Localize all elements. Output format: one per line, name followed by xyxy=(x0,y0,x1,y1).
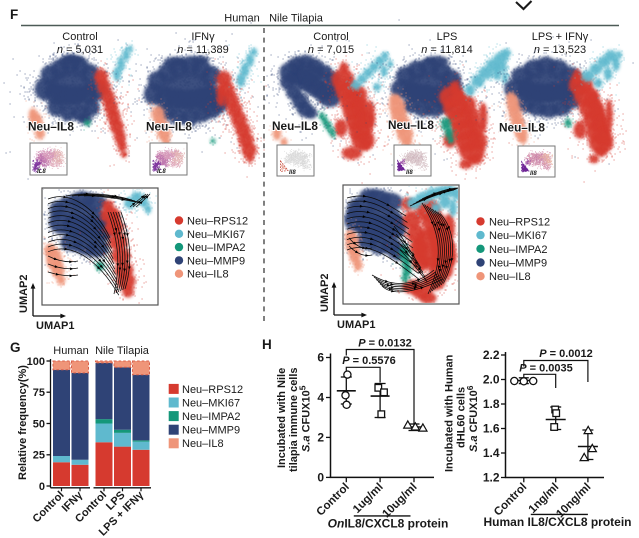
svg-text:Neu–IL8: Neu–IL8 xyxy=(499,121,545,135)
svg-text:Neu–RPS12: Neu–RPS12 xyxy=(489,216,550,228)
svg-text:Human IL8/CXCL8 protein: Human IL8/CXCL8 protein xyxy=(483,515,631,529)
svg-text:Neu–IL8: Neu–IL8 xyxy=(182,438,224,450)
svg-text:P = 0.0012: P = 0.0012 xyxy=(539,348,593,360)
svg-text:0: 0 xyxy=(39,481,45,493)
svg-text:Neu–MKI67: Neu–MKI67 xyxy=(489,230,547,242)
svg-text:Neu–RPS12: Neu–RPS12 xyxy=(187,216,248,228)
svg-text:P = 0.0132: P = 0.0132 xyxy=(358,338,412,350)
svg-text:75: 75 xyxy=(33,387,45,399)
svg-text:IL8: IL8 xyxy=(157,169,166,175)
svg-text:2: 2 xyxy=(317,431,324,445)
svg-text:2.2: 2.2 xyxy=(483,348,500,362)
svg-text:Neu–MMP9: Neu–MMP9 xyxy=(182,425,240,437)
svg-text:25: 25 xyxy=(33,450,45,462)
svg-text:Human: Human xyxy=(224,13,259,25)
svg-text:Neu–IMPA2: Neu–IMPA2 xyxy=(182,411,241,423)
svg-text:Neu–MMP9: Neu–MMP9 xyxy=(187,255,245,267)
svg-text:LPS: LPS xyxy=(437,31,458,43)
svg-text:Neu–MKI67: Neu–MKI67 xyxy=(187,229,245,241)
svg-text:1.6: 1.6 xyxy=(483,422,500,436)
svg-text:Neu–IL8: Neu–IL8 xyxy=(28,120,74,134)
svg-text:2.0: 2.0 xyxy=(483,373,500,387)
svg-text:Relative frequency(%): Relative frequency(%) xyxy=(17,365,29,480)
svg-text:n = 13,523: n = 13,523 xyxy=(534,44,586,56)
svg-text:Control: Control xyxy=(313,31,348,43)
svg-text:UMAP2: UMAP2 xyxy=(319,273,331,312)
svg-text:Incubated with Human: Incubated with Human xyxy=(444,354,456,472)
svg-text:Neu–MKI67: Neu–MKI67 xyxy=(182,397,240,409)
svg-text:n = 11,814: n = 11,814 xyxy=(421,44,473,56)
svg-text:UMAP1: UMAP1 xyxy=(36,320,75,332)
svg-text:Control: Control xyxy=(62,31,97,43)
svg-text:Human: Human xyxy=(53,345,88,357)
svg-text:1.4: 1.4 xyxy=(483,446,500,460)
svg-text:Nile Tilapia: Nile Tilapia xyxy=(269,13,324,25)
svg-text:Il8: Il8 xyxy=(289,170,296,176)
svg-text:1.8: 1.8 xyxy=(483,397,500,411)
svg-text:n = 7,015: n = 7,015 xyxy=(308,44,354,56)
svg-text:1.2: 1.2 xyxy=(483,471,500,485)
svg-text:Neu–IMPA2: Neu–IMPA2 xyxy=(489,244,548,256)
svg-text:UMAP1: UMAP1 xyxy=(337,319,376,331)
svg-text:n = 11,389: n = 11,389 xyxy=(177,44,229,56)
svg-text:Neu–IL8: Neu–IL8 xyxy=(146,120,192,134)
svg-text:IL8: IL8 xyxy=(37,169,46,175)
svg-text:OnIL8/CXCL8 protein: OnIL8/CXCL8 protein xyxy=(328,517,449,531)
svg-text:Neu–IL8: Neu–IL8 xyxy=(388,118,434,132)
svg-text:100: 100 xyxy=(27,356,45,368)
svg-text:F: F xyxy=(10,7,18,22)
svg-text:Neu–IL8: Neu–IL8 xyxy=(272,119,318,133)
svg-text:G: G xyxy=(10,340,21,355)
svg-text:Nile Tilapia: Nile Tilapia xyxy=(95,345,150,357)
svg-text:UMAP2: UMAP2 xyxy=(18,274,30,313)
svg-text:LPS + IFNγ: LPS + IFNγ xyxy=(532,31,589,43)
svg-text:P = 0.0035: P = 0.0035 xyxy=(519,362,573,374)
svg-text:tilapia immune cells: tilapia immune cells xyxy=(288,367,300,472)
svg-text:50: 50 xyxy=(33,418,45,430)
svg-text:Incubated with Nile: Incubated with Nile xyxy=(276,368,288,468)
svg-text:0: 0 xyxy=(317,471,324,485)
svg-text:IFNγ: IFNγ xyxy=(191,31,215,43)
svg-text:dHL60 cells: dHL60 cells xyxy=(456,387,468,448)
svg-text:Neu–IMPA2: Neu–IMPA2 xyxy=(187,242,246,254)
svg-text:Il8: Il8 xyxy=(530,171,537,177)
svg-text:S.a CFUX105: S.a CFUX105 xyxy=(298,385,313,452)
svg-text:4: 4 xyxy=(317,391,324,405)
svg-text:6: 6 xyxy=(317,351,324,365)
svg-text:S.a CFUX106: S.a CFUX106 xyxy=(465,385,480,452)
svg-text:P = 0.5576: P = 0.5576 xyxy=(342,355,396,367)
svg-text:Neu–RPS12: Neu–RPS12 xyxy=(182,384,243,396)
svg-text:Il8: Il8 xyxy=(406,170,413,176)
svg-text:Neu–IL8: Neu–IL8 xyxy=(489,271,531,283)
svg-text:Neu–MMP9: Neu–MMP9 xyxy=(489,258,547,270)
svg-text:H: H xyxy=(262,337,272,352)
svg-text:Neu–IL8: Neu–IL8 xyxy=(187,269,229,281)
